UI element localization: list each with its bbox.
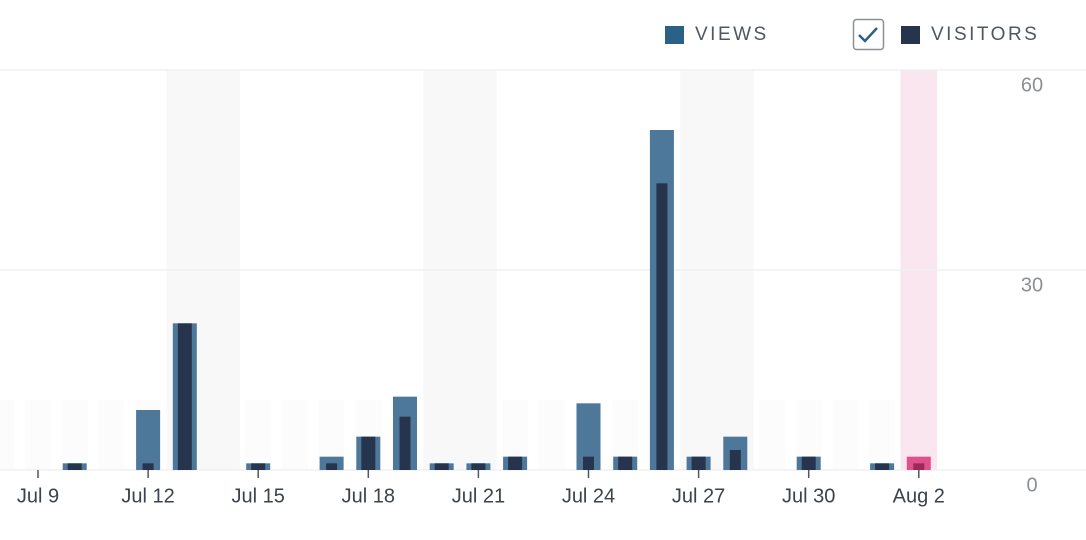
- visitors-bar: [583, 456, 594, 470]
- visitors-bar: [434, 463, 449, 470]
- checkbox[interactable]: [852, 18, 885, 51]
- views-bar: [319, 456, 344, 470]
- x-tick-label: Jul 18: [342, 485, 395, 507]
- legend-label: VISITORS: [931, 24, 1039, 45]
- day-band: [538, 400, 565, 470]
- x-tick-label: Jul 9: [17, 485, 59, 507]
- visitors-bar: [875, 463, 890, 470]
- day-band: [281, 400, 308, 470]
- checkmark: [858, 27, 878, 43]
- legend-swatch: [901, 26, 920, 44]
- day-band: [245, 400, 272, 470]
- day-band: [61, 400, 88, 470]
- y-tick-label: 60: [1021, 74, 1043, 96]
- legend-label: VIEWS: [695, 24, 769, 45]
- visitors-checkbox[interactable]: [852, 18, 885, 51]
- y-tick-label: 0: [1026, 474, 1037, 496]
- x-tick-label: Jul 27: [672, 485, 725, 507]
- visitors-bar: [177, 323, 192, 470]
- visitors-bar: [729, 450, 741, 470]
- visitors-bar: [471, 463, 486, 470]
- x-tick-label: Jul 15: [232, 485, 285, 507]
- x-tick-label: Jul 30: [782, 485, 835, 507]
- day-band: [759, 400, 785, 470]
- visitors-bar: [618, 456, 633, 470]
- views-bar: [136, 410, 161, 470]
- visitors-bar: [142, 463, 154, 470]
- visitors-bar: [656, 183, 668, 471]
- visitors-bar: [326, 463, 338, 470]
- legend-swatch: [665, 26, 684, 44]
- day-band: [832, 400, 859, 470]
- visitors-bar: [913, 463, 925, 470]
- day-band: [0, 400, 15, 470]
- visitors-bar: [361, 436, 376, 470]
- x-tick-label: Aug 2: [893, 485, 945, 507]
- x-tick-label: Jul 24: [562, 485, 615, 507]
- views-bar: [906, 456, 931, 470]
- visitors-bar: [251, 463, 266, 470]
- day-band: [25, 400, 51, 470]
- x-tick-label: Jul 21: [452, 485, 505, 507]
- y-tick-label: 30: [1021, 274, 1043, 296]
- visitors-bar: [801, 456, 816, 470]
- visitors-bar: [691, 456, 706, 470]
- day-band: [98, 400, 125, 470]
- x-tick-label: Jul 12: [121, 485, 174, 507]
- visitors-bar: [399, 416, 411, 470]
- day-band: [869, 400, 896, 470]
- visitors-bar: [67, 463, 82, 470]
- visitors-bar: [508, 456, 523, 470]
